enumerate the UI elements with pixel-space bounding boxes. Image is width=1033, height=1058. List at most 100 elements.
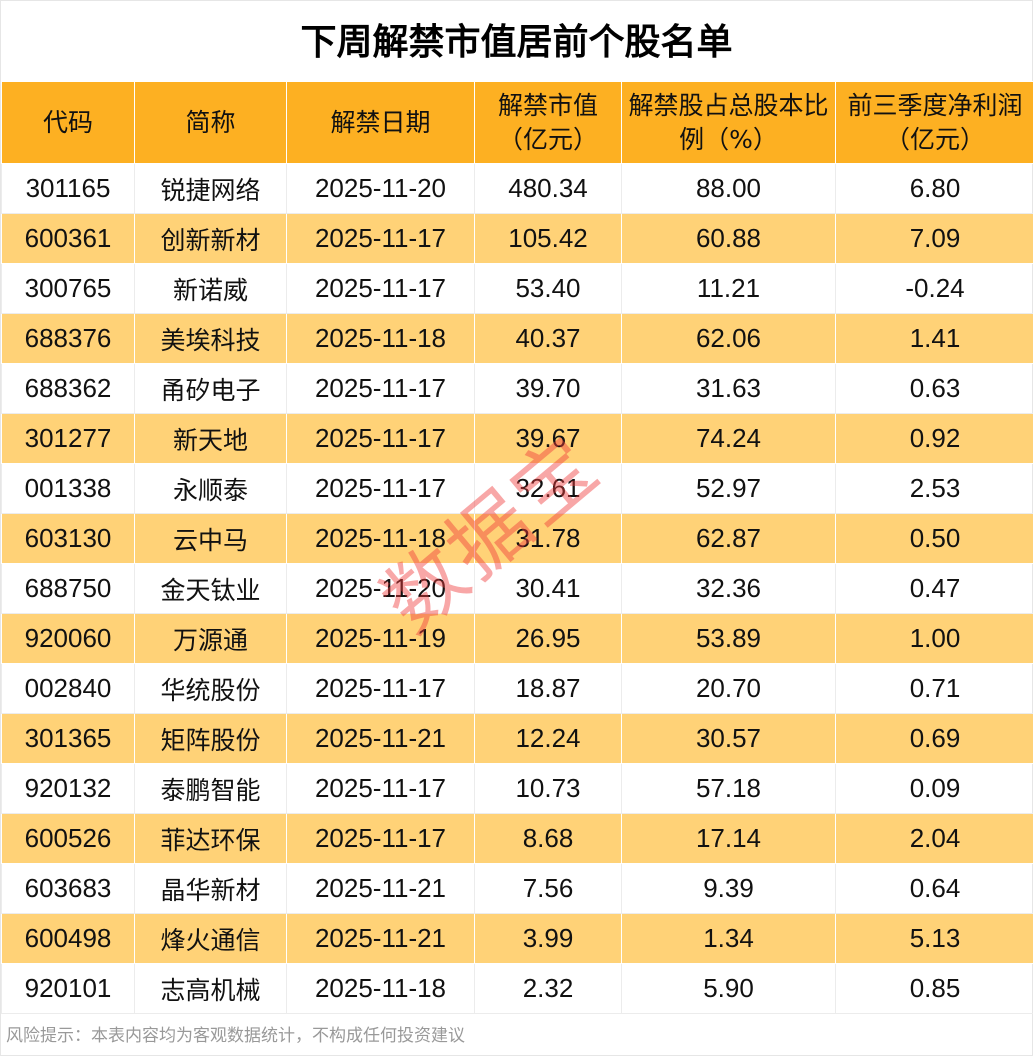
cell-code: 301165: [2, 164, 135, 214]
cell-net-profit: 0.09: [836, 764, 1033, 814]
header-unlock-date: 解禁日期: [287, 82, 475, 164]
cell-net-profit: 2.04: [836, 814, 1033, 864]
cell-unlock-date: 2025-11-21: [287, 864, 475, 914]
cell-unlock-date: 2025-11-20: [287, 564, 475, 614]
cell-unlock-date: 2025-11-21: [287, 714, 475, 764]
cell-unlock-ratio: 62.06: [622, 314, 836, 364]
table-header-row: 代码简称解禁日期解禁市值（亿元）解禁股占总股本比例（%）前三季度净利润（亿元）: [2, 82, 1033, 164]
cell-name: 菲达环保: [135, 814, 287, 864]
cell-net-profit: 0.63: [836, 364, 1033, 414]
cell-unlock-ratio: 30.57: [622, 714, 836, 764]
cell-unlock-ratio: 1.34: [622, 914, 836, 964]
cell-code: 002840: [2, 664, 135, 714]
cell-unlock-value: 3.99: [475, 914, 622, 964]
cell-net-profit: 7.09: [836, 214, 1033, 264]
cell-unlock-date: 2025-11-17: [287, 214, 475, 264]
header-net-profit: 前三季度净利润（亿元）: [836, 82, 1033, 164]
cell-unlock-value: 26.95: [475, 614, 622, 664]
cell-unlock-ratio: 62.87: [622, 514, 836, 564]
cell-name: 晶华新材: [135, 864, 287, 914]
unlock-table: 代码简称解禁日期解禁市值（亿元）解禁股占总股本比例（%）前三季度净利润（亿元） …: [1, 81, 1033, 1014]
cell-unlock-ratio: 9.39: [622, 864, 836, 914]
risk-disclaimer: 风险提示：本表内容均为客观数据统计，不构成任何投资建议: [1, 1014, 1032, 1058]
cell-name: 金天钛业: [135, 564, 287, 614]
cell-name: 烽火通信: [135, 914, 287, 964]
page-title: 下周解禁市值居前个股名单: [1, 1, 1032, 81]
cell-unlock-ratio: 88.00: [622, 164, 836, 214]
cell-unlock-value: 12.24: [475, 714, 622, 764]
cell-code: 600526: [2, 814, 135, 864]
cell-unlock-ratio: 53.89: [622, 614, 836, 664]
cell-code: 688376: [2, 314, 135, 364]
cell-unlock-value: 18.87: [475, 664, 622, 714]
cell-unlock-ratio: 74.24: [622, 414, 836, 464]
cell-unlock-value: 32.61: [475, 464, 622, 514]
cell-net-profit: -0.24: [836, 264, 1033, 314]
cell-name: 新天地: [135, 414, 287, 464]
cell-code: 688750: [2, 564, 135, 614]
cell-unlock-ratio: 11.21: [622, 264, 836, 314]
cell-unlock-value: 53.40: [475, 264, 622, 314]
cell-unlock-ratio: 17.14: [622, 814, 836, 864]
cell-unlock-date: 2025-11-17: [287, 264, 475, 314]
cell-unlock-date: 2025-11-19: [287, 614, 475, 664]
cell-name: 矩阵股份: [135, 714, 287, 764]
cell-unlock-date: 2025-11-17: [287, 814, 475, 864]
cell-code: 920101: [2, 964, 135, 1014]
cell-code: 920132: [2, 764, 135, 814]
cell-name: 创新新材: [135, 214, 287, 264]
cell-code: 603683: [2, 864, 135, 914]
cell-code: 920060: [2, 614, 135, 664]
cell-name: 美埃科技: [135, 314, 287, 364]
cell-net-profit: 1.00: [836, 614, 1033, 664]
cell-net-profit: 5.13: [836, 914, 1033, 964]
header-unlock-ratio: 解禁股占总股本比例（%）: [622, 82, 836, 164]
cell-name: 新诺威: [135, 264, 287, 314]
cell-unlock-date: 2025-11-17: [287, 664, 475, 714]
cell-unlock-ratio: 52.97: [622, 464, 836, 514]
cell-unlock-value: 39.70: [475, 364, 622, 414]
cell-name: 永顺泰: [135, 464, 287, 514]
header-unlock-value: 解禁市值（亿元）: [475, 82, 622, 164]
cell-unlock-value: 39.67: [475, 414, 622, 464]
cell-unlock-value: 8.68: [475, 814, 622, 864]
cell-name: 华统股份: [135, 664, 287, 714]
cell-net-profit: 1.41: [836, 314, 1033, 364]
cell-unlock-date: 2025-11-18: [287, 964, 475, 1014]
cell-net-profit: 0.85: [836, 964, 1033, 1014]
cell-unlock-value: 31.78: [475, 514, 622, 564]
cell-code: 001338: [2, 464, 135, 514]
cell-unlock-date: 2025-11-17: [287, 464, 475, 514]
cell-unlock-value: 105.42: [475, 214, 622, 264]
cell-unlock-value: 7.56: [475, 864, 622, 914]
cell-name: 甬矽电子: [135, 364, 287, 414]
cell-code: 688362: [2, 364, 135, 414]
cell-unlock-ratio: 5.90: [622, 964, 836, 1014]
cell-name: 泰鹏智能: [135, 764, 287, 814]
cell-code: 301365: [2, 714, 135, 764]
cell-net-profit: 0.50: [836, 514, 1033, 564]
cell-net-profit: 0.92: [836, 414, 1033, 464]
cell-unlock-date: 2025-11-18: [287, 514, 475, 564]
header-name: 简称: [135, 82, 287, 164]
cell-name: 云中马: [135, 514, 287, 564]
cell-name: 锐捷网络: [135, 164, 287, 214]
cell-unlock-date: 2025-11-18: [287, 314, 475, 364]
cell-code: 600361: [2, 214, 135, 264]
cell-unlock-date: 2025-11-17: [287, 764, 475, 814]
